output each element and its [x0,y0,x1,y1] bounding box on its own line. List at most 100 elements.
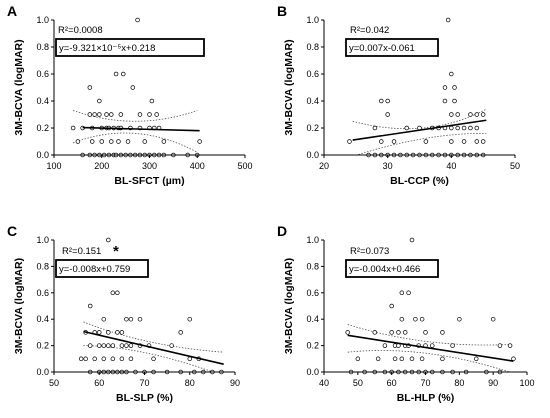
data-point [396,343,401,348]
regression-equation: y=-0.008x+0.759 [59,264,130,275]
data-point [419,356,425,362]
data-point [113,71,119,77]
data-point [442,98,448,104]
data-point [396,330,401,335]
y-tick-label: 0.8 [36,261,49,271]
data-point [355,356,361,362]
ci-upper-line [83,321,224,353]
data-point [430,343,435,348]
x-tick-label: 50 [49,378,59,388]
y-axis-label: 3M-BCVA (logMAR) [283,258,295,354]
panel-b: B 0.0 0.2 0.4 0.6 0.8 1.0 20 30 40 50 BL-CCP (%) 3M-… [277,3,520,187]
data-point [119,343,125,348]
data-point [406,290,411,296]
data-point [474,125,480,131]
x-tick-label: 100 [519,378,534,388]
y-tick-label: 0.6 [36,288,49,298]
data-point [449,125,454,131]
data-point [124,343,129,348]
data-point [419,316,425,322]
ci-lower-line [72,132,198,153]
x-tick-label: 90 [230,378,240,388]
y-tick-label: 0.2 [36,341,49,351]
panel-label: D [277,223,287,239]
data-point [452,98,457,104]
data-point [83,356,88,362]
data-point [147,112,152,117]
y-tick-label: 0.4 [306,96,319,106]
data-point [399,316,405,322]
data-point [142,139,147,144]
panel-label: C [7,223,17,239]
data-point [372,330,378,335]
x-tick-label: 200 [94,161,109,171]
regression-line [83,330,224,365]
y-tick-label: 0.4 [36,314,49,324]
x-tick-label: 40 [319,378,329,388]
y-tick-label: 0.8 [306,261,319,271]
y-tick-label: 0.0 [36,150,49,160]
equation-box [55,38,205,57]
data-point [149,98,155,104]
data-point [461,139,467,144]
significance-marker: * [113,243,119,260]
x-axis-label: BL-SFCT (µm) [114,175,184,187]
x-tick-label: 300 [142,161,157,171]
data-point [382,343,388,348]
data-point [97,98,102,104]
data-point [449,71,454,77]
data-point [99,139,104,144]
data-points [345,237,516,375]
y-axis-label: 3M-BCVA (logMAR) [283,39,295,135]
r-squared-label: R²=0.0008 [58,25,103,36]
data-point [423,330,428,335]
regression-line [352,119,487,141]
data-point [404,125,410,131]
equation-box [345,38,439,57]
x-tick-label: 20 [319,161,329,171]
data-point [449,112,454,117]
data-point [96,343,102,348]
y-tick-label: 1.0 [36,15,49,25]
data-point [96,330,102,335]
data-point [161,139,167,144]
data-point [119,356,125,362]
data-point [87,112,93,117]
x-tick-label: 500 [237,161,252,171]
data-points [347,17,486,158]
data-point [197,139,202,144]
regression-equation: y=0.007x-0.061 [349,43,415,54]
y-tick-label: 0.0 [36,367,49,377]
data-point [128,343,134,348]
y-tick-label: 0.6 [36,69,49,79]
data-point [125,139,131,144]
data-point [392,356,398,362]
data-point [474,356,479,362]
data-point [379,139,384,144]
ci-lower-line [347,350,511,372]
data-point [423,139,429,144]
data-point [399,356,405,362]
y-axis-label: 3M-BCVA (logMAR) [13,39,25,135]
data-point [457,316,462,322]
data-point [372,125,378,131]
data-point [135,17,140,23]
data-point [452,85,457,90]
data-point [449,139,454,144]
x-tick-label: 40 [446,161,456,171]
x-axis-label: BL-SLP (%) [116,392,173,404]
y-tick-label: 1.0 [306,235,319,245]
data-point [402,330,408,335]
data-point [385,112,390,117]
y-axis-label: 3M-BCVA (logMAR) [13,258,25,354]
data-point [70,125,76,131]
y-tick-label: 0.8 [306,42,319,52]
data-point [92,356,97,362]
data-point [450,343,455,348]
data-point [187,316,193,322]
data-point [461,125,467,131]
data-point [178,330,183,335]
x-tick-label: 50 [353,378,363,388]
data-point [101,316,107,322]
data-point [413,316,418,322]
